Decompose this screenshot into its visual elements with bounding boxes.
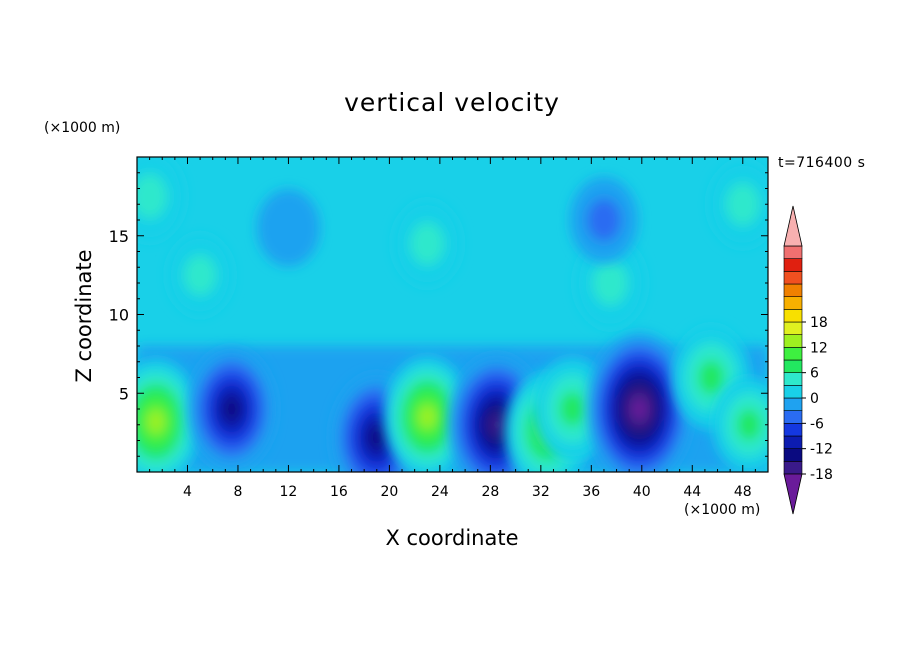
heatmap-field	[137, 157, 768, 472]
field-contour	[698, 360, 725, 395]
field-contour	[367, 424, 386, 450]
colorbar-bin	[783, 461, 803, 475]
colorbar: 18 12 6 0 -6 -12 -18	[783, 205, 833, 515]
colorbar-tick-label: -12	[810, 442, 833, 458]
field-blob	[137, 358, 201, 472]
x-tick-label: 48	[734, 484, 752, 500]
x-axis-label: X coordinate	[385, 526, 519, 550]
field-contour	[631, 398, 647, 420]
field-contour	[183, 254, 217, 296]
colorbar-bin	[783, 448, 803, 462]
field-contour	[256, 189, 321, 267]
colorbar-bin	[783, 435, 803, 449]
colorbar-bin	[783, 410, 803, 424]
colorbar-bin	[783, 397, 803, 411]
colorbar-tick-label: -18	[810, 467, 833, 483]
x-tick-label: 24	[431, 484, 449, 500]
field-contour	[137, 173, 168, 219]
colorbar-tick-label: 0	[810, 391, 819, 407]
colorbar-bin	[783, 385, 803, 399]
field-contour	[222, 396, 241, 422]
colorbar-tick-label: -6	[810, 416, 824, 432]
field-contour	[146, 409, 165, 435]
y-axis-unit: (×1000 m)	[44, 120, 121, 136]
x-tick-label: 44	[683, 484, 701, 500]
field-contour	[410, 222, 445, 266]
field-blob	[708, 161, 768, 248]
colorbar-bin	[783, 283, 803, 297]
field-blob	[383, 356, 471, 472]
x-tick-label: 4	[183, 484, 192, 500]
x-tick-label: 28	[481, 484, 499, 500]
field-contour	[586, 198, 621, 242]
field-contour	[592, 260, 628, 306]
x-tick-label: 16	[330, 484, 348, 500]
field-contour	[725, 182, 760, 226]
chart-title: vertical velocity	[344, 88, 560, 117]
field-contour	[736, 408, 762, 441]
colorbar-tick-label: 6	[810, 366, 819, 382]
x-tick-label: 8	[233, 484, 242, 500]
field-contour	[418, 404, 436, 429]
x-tick-label: 32	[532, 484, 550, 500]
colorbar-bin	[783, 372, 803, 386]
field-contour	[488, 413, 505, 437]
field-blob	[393, 200, 462, 287]
colorbar-bin	[783, 296, 803, 310]
colorbar-max-arrow	[783, 205, 803, 247]
x-tick-label: 12	[280, 484, 298, 500]
colorbar-tick-label: 18	[810, 315, 828, 331]
y-tick-label: 5	[119, 384, 129, 403]
field-blob	[712, 377, 768, 472]
colorbar-bin	[783, 347, 803, 361]
colorbar-bin	[783, 245, 803, 259]
field-blob	[188, 348, 276, 470]
colorbar-bin	[783, 309, 803, 323]
x-axis-unit: (×1000 m)	[684, 502, 761, 518]
field-blob	[167, 234, 233, 316]
x-tick-label: 40	[633, 484, 651, 500]
colorbar-tick-label: 12	[810, 340, 828, 356]
field-blob	[569, 177, 638, 263]
colorbar-bin	[783, 334, 803, 348]
y-tick-label: 10	[109, 306, 129, 325]
x-tick-label: 36	[582, 484, 600, 500]
x-tick-label: 20	[380, 484, 398, 500]
colorbar-bin	[783, 258, 803, 272]
colorbar-bin	[783, 423, 803, 437]
field-blob	[587, 333, 692, 472]
field-contour	[559, 391, 586, 427]
colorbar-bin	[783, 321, 803, 335]
field-blob	[137, 157, 185, 242]
colorbar-min-arrow	[783, 473, 803, 515]
colorbar-bin	[783, 271, 803, 285]
y-tick-label: 15	[109, 227, 129, 246]
colorbar-bin	[783, 359, 803, 373]
time-label: t=716400 s	[778, 155, 866, 171]
field-blob	[256, 189, 321, 267]
